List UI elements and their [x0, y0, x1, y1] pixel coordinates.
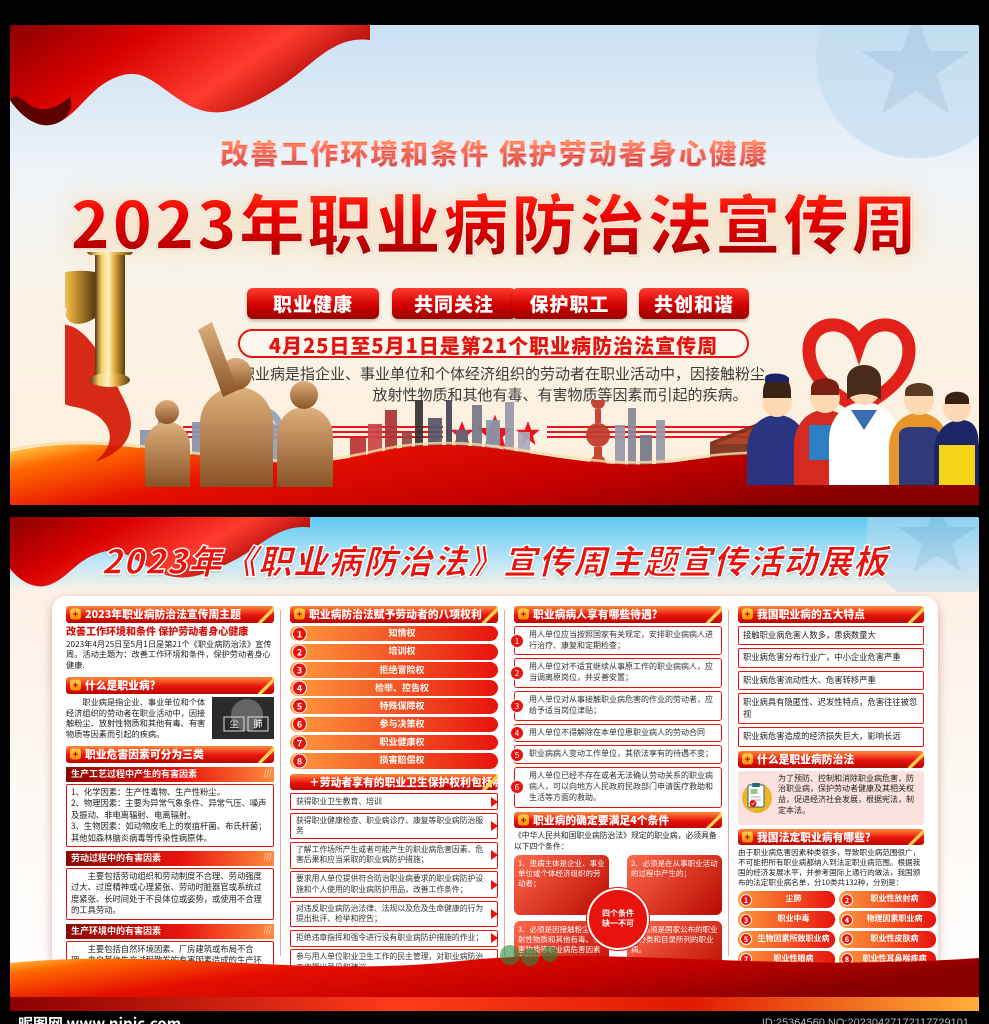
svg-text:尘: 尘: [229, 717, 238, 730]
svg-text:肺: 肺: [253, 717, 262, 730]
